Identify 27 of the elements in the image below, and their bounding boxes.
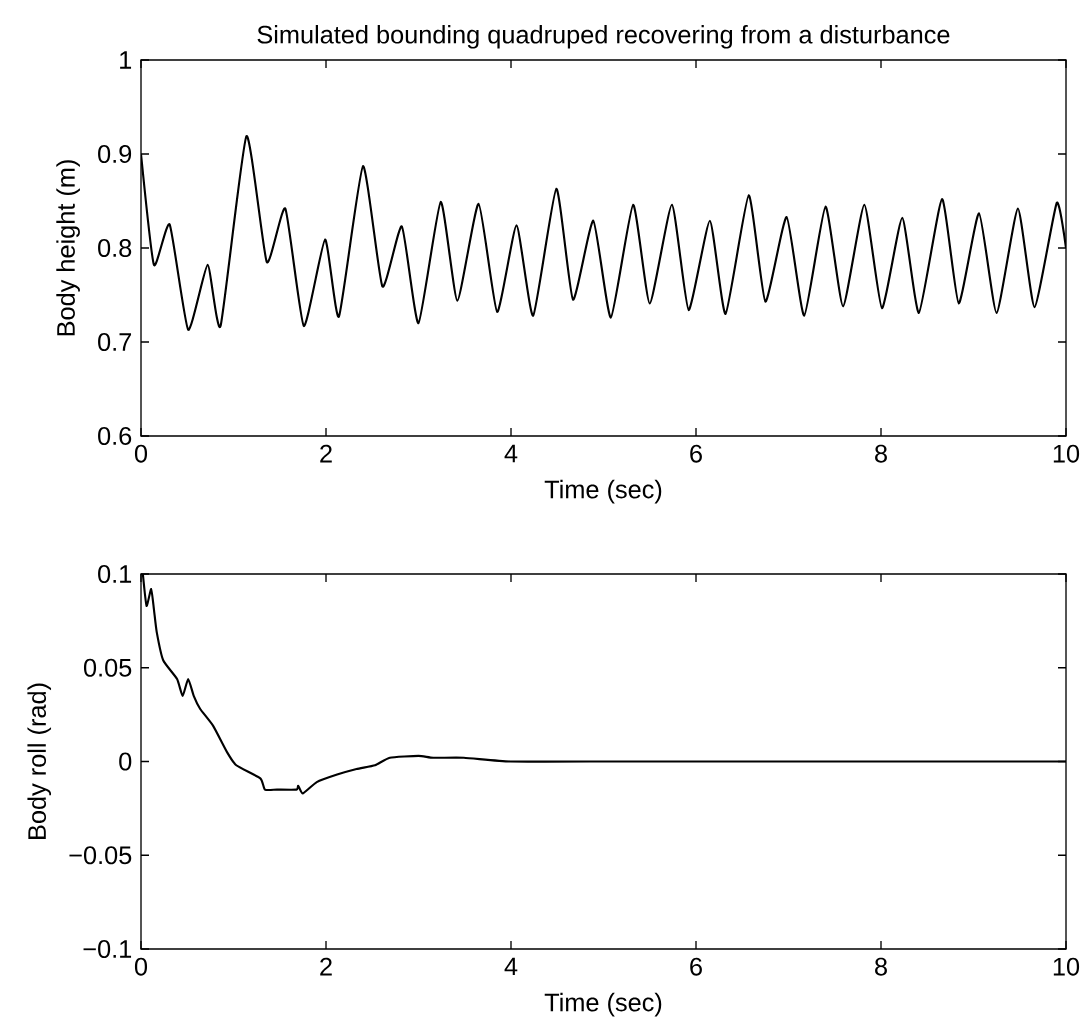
y-axis-title: Body roll (rad)	[27, 683, 52, 839]
y-tick-label: 0.7	[98, 333, 132, 351]
x-tick-label: 10	[1053, 444, 1080, 463]
y-tick-label: 0.6	[98, 427, 132, 445]
x-tick-label: 2	[320, 957, 332, 976]
y-tick-label: 1	[120, 51, 132, 69]
x-tick-label: 6	[690, 444, 702, 463]
x-tick-label: 2	[320, 444, 332, 463]
y-tick-label: 0	[119, 752, 132, 771]
y-axis-title: Body height (m)	[56, 160, 80, 336]
y-tick-label: −0.05	[69, 846, 132, 865]
x-axis-title: Time (sec)	[544, 479, 662, 504]
x-tick-label: 0	[134, 957, 148, 976]
x-tick-label: 8	[875, 957, 887, 976]
x-tick-label: 8	[875, 444, 887, 463]
y-tick-label: −0.1	[83, 940, 132, 958]
x-tick-label: 6	[690, 957, 702, 976]
y-tick-label: 0.9	[98, 145, 132, 163]
y-tick-label: 0.05	[83, 658, 132, 677]
x-axis-title: Time (sec)	[544, 992, 662, 1017]
y-tick-label: 0.1	[98, 565, 132, 583]
x-tick-label: 4	[504, 444, 518, 463]
x-tick-label: 0	[134, 444, 148, 463]
x-tick-label: 10	[1053, 957, 1080, 976]
chart-title: Simulated bounding quadruped recovering from a disturbance	[257, 25, 950, 49]
x-tick-label: 4	[504, 957, 518, 976]
y-tick-label: 0.8	[98, 239, 132, 257]
